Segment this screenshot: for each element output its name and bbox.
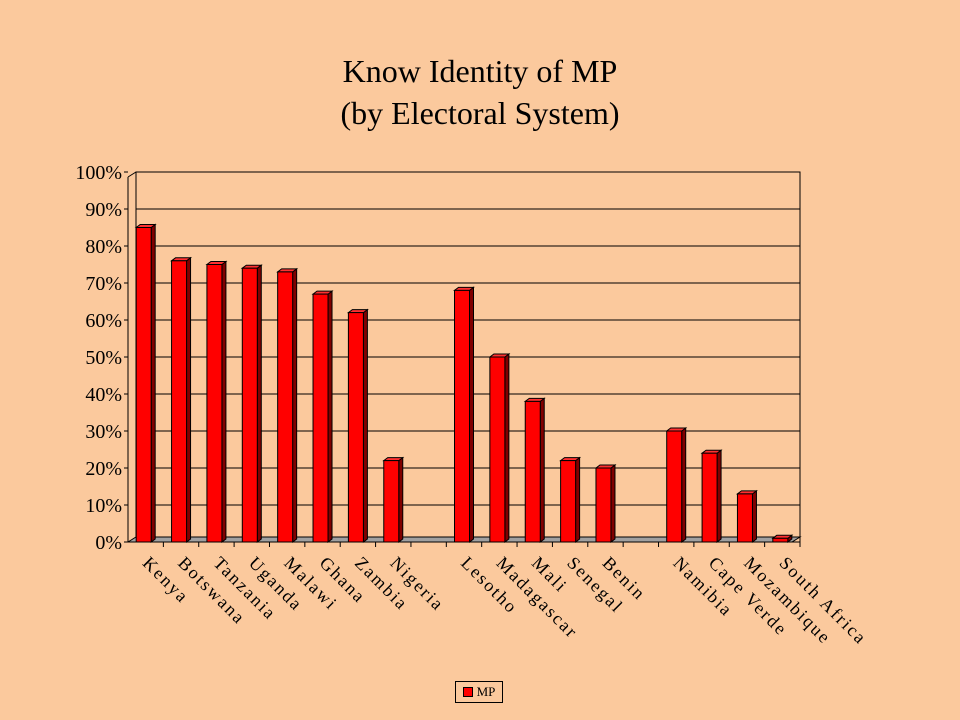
bar bbox=[135, 227, 152, 543]
y-tick-label: 40% bbox=[85, 384, 122, 406]
bar-side bbox=[504, 353, 510, 543]
bar-side bbox=[292, 267, 298, 543]
legend-label-mp: MP bbox=[476, 684, 496, 699]
bar bbox=[701, 452, 718, 543]
bar bbox=[241, 267, 258, 543]
bar bbox=[489, 356, 506, 543]
bar-side bbox=[575, 456, 581, 543]
y-tick-label: 20% bbox=[85, 458, 122, 480]
y-tick-label: 60% bbox=[85, 310, 122, 332]
bar bbox=[454, 289, 470, 543]
y-tick-label: 70% bbox=[85, 273, 122, 295]
chart-title: Know Identity of MP (by Electoral System… bbox=[0, 50, 960, 134]
bar bbox=[524, 400, 541, 543]
side-wall-edge bbox=[127, 171, 137, 178]
bar bbox=[560, 460, 577, 543]
bar-side bbox=[539, 397, 545, 543]
bar-side bbox=[716, 449, 722, 543]
legend-swatch-mp bbox=[462, 687, 473, 697]
y-tick-label: 90% bbox=[85, 199, 122, 221]
bar-side bbox=[256, 264, 262, 543]
legend: MP bbox=[455, 681, 503, 703]
bar-side bbox=[362, 308, 368, 543]
bar bbox=[595, 467, 612, 543]
bar-side bbox=[681, 427, 687, 543]
bar-side bbox=[398, 456, 404, 543]
bar-side bbox=[610, 464, 616, 543]
bar-side bbox=[221, 260, 227, 543]
bar bbox=[772, 537, 789, 543]
bar-side bbox=[186, 256, 192, 543]
y-tick-label: 10% bbox=[85, 495, 122, 517]
title-line-1: Know Identity of MP bbox=[342, 53, 618, 89]
bar-side bbox=[751, 489, 757, 543]
bar bbox=[171, 260, 188, 543]
bar-side bbox=[327, 290, 333, 543]
bar bbox=[383, 460, 400, 543]
bar bbox=[347, 312, 364, 543]
bar-side bbox=[469, 286, 474, 543]
title-line-2: (by Electoral System) bbox=[340, 95, 620, 131]
y-tick-label: 0% bbox=[95, 532, 122, 554]
bar bbox=[666, 430, 683, 543]
y-tick-label: 50% bbox=[85, 347, 122, 369]
y-tick-label: 30% bbox=[85, 421, 122, 443]
bar bbox=[312, 293, 329, 543]
y-tick-label: 80% bbox=[85, 236, 122, 258]
y-tick-label: 100% bbox=[75, 162, 122, 184]
bar bbox=[736, 493, 753, 543]
bar bbox=[206, 264, 223, 543]
bar bbox=[277, 271, 294, 543]
bar-side bbox=[150, 223, 156, 543]
